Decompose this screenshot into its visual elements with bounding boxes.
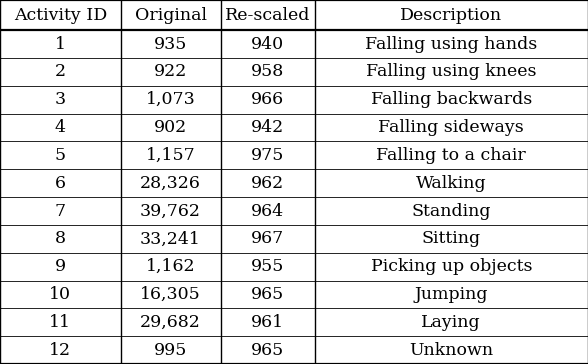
Text: 1,162: 1,162 — [146, 258, 195, 275]
Text: 1: 1 — [55, 36, 66, 53]
Text: Picking up objects: Picking up objects — [370, 258, 532, 275]
Text: 2: 2 — [55, 63, 66, 80]
Text: 965: 965 — [251, 286, 284, 303]
Text: 902: 902 — [154, 119, 187, 136]
Text: Falling using knees: Falling using knees — [366, 63, 536, 80]
Text: Falling using hands: Falling using hands — [365, 36, 537, 53]
Text: Activity ID: Activity ID — [14, 7, 107, 24]
Text: Description: Description — [400, 7, 502, 24]
Text: Sitting: Sitting — [422, 230, 481, 247]
Text: 4: 4 — [55, 119, 66, 136]
Text: 961: 961 — [251, 314, 284, 331]
Text: 11: 11 — [49, 314, 71, 331]
Text: 1,157: 1,157 — [146, 147, 195, 164]
Text: 955: 955 — [251, 258, 284, 275]
Text: 995: 995 — [154, 341, 187, 359]
Text: 5: 5 — [55, 147, 66, 164]
Text: 935: 935 — [154, 36, 187, 53]
Text: 975: 975 — [251, 147, 284, 164]
Text: 7: 7 — [55, 202, 66, 219]
Text: 942: 942 — [251, 119, 284, 136]
Text: Jumping: Jumping — [415, 286, 488, 303]
Text: 962: 962 — [251, 175, 284, 192]
Text: Unknown: Unknown — [409, 341, 493, 359]
Text: 28,326: 28,326 — [140, 175, 201, 192]
Text: Falling sideways: Falling sideways — [379, 119, 524, 136]
Text: 1,073: 1,073 — [146, 91, 195, 108]
Text: 12: 12 — [49, 341, 71, 359]
Text: 8: 8 — [55, 230, 66, 247]
Text: Falling backwards: Falling backwards — [370, 91, 532, 108]
Text: Original: Original — [135, 7, 206, 24]
Text: 6: 6 — [55, 175, 66, 192]
Text: 3: 3 — [55, 91, 66, 108]
Text: 33,241: 33,241 — [140, 230, 201, 247]
Text: 16,305: 16,305 — [140, 286, 201, 303]
Text: 966: 966 — [251, 91, 284, 108]
Text: 29,682: 29,682 — [140, 314, 201, 331]
Text: 940: 940 — [251, 36, 284, 53]
Text: Standing: Standing — [412, 202, 491, 219]
Text: Falling to a chair: Falling to a chair — [376, 147, 526, 164]
Text: 10: 10 — [49, 286, 71, 303]
Text: 967: 967 — [251, 230, 284, 247]
Text: 958: 958 — [251, 63, 284, 80]
Text: Walking: Walking — [416, 175, 487, 192]
Text: 965: 965 — [251, 341, 284, 359]
Text: 922: 922 — [154, 63, 187, 80]
Text: Laying: Laying — [422, 314, 481, 331]
Text: 9: 9 — [55, 258, 66, 275]
Text: Re-scaled: Re-scaled — [225, 7, 310, 24]
Text: 964: 964 — [251, 202, 284, 219]
Text: 39,762: 39,762 — [140, 202, 201, 219]
